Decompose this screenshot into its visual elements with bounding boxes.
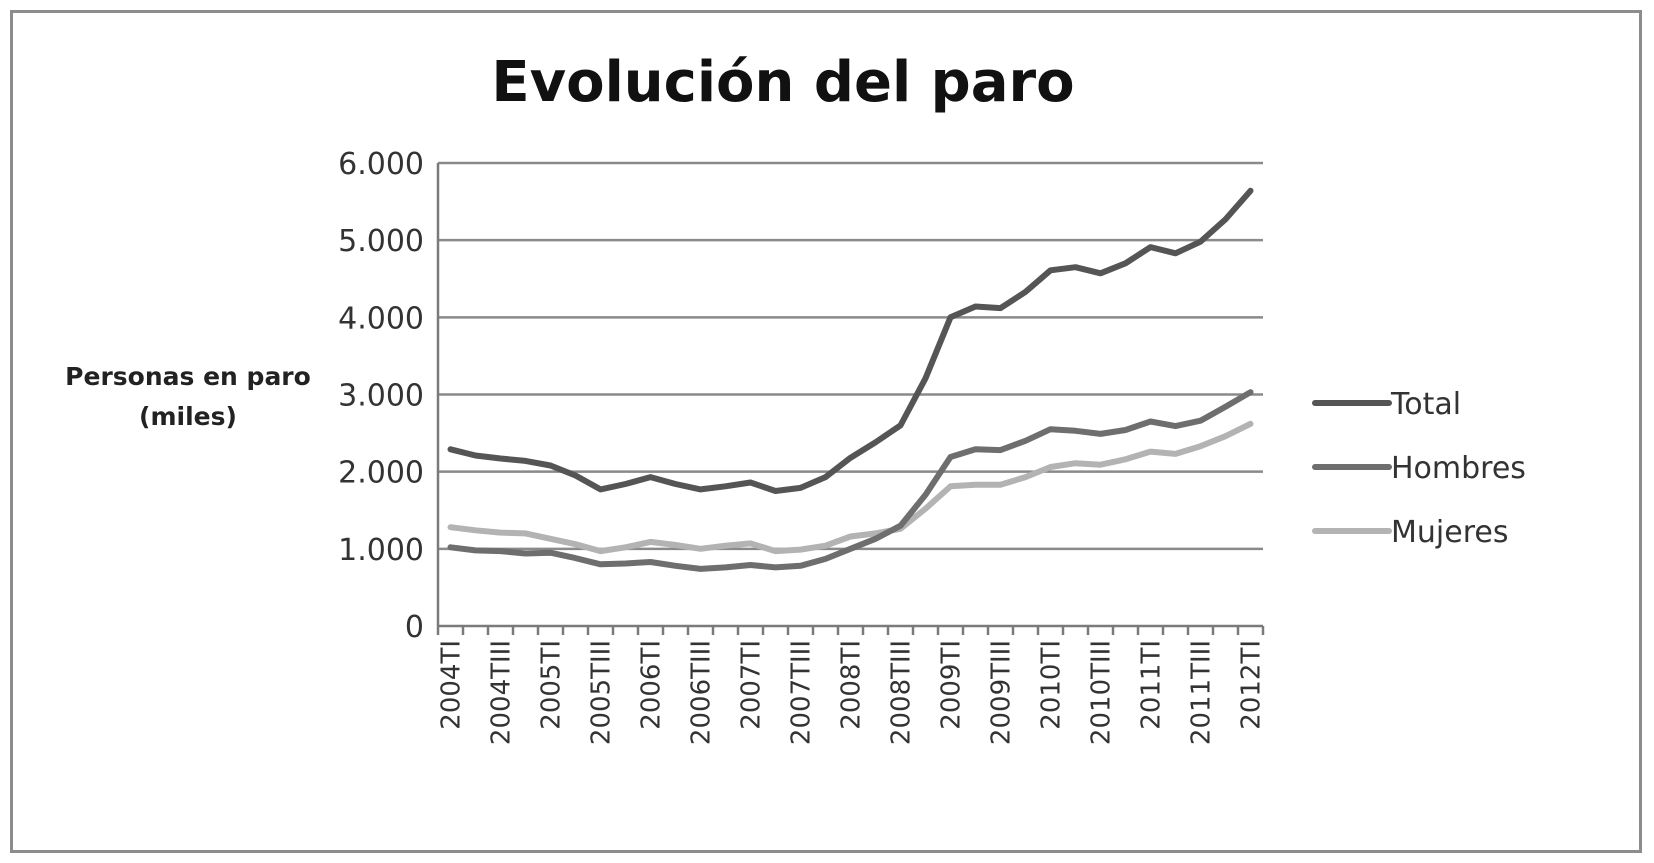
x-tick-label: 2008TI [837, 640, 867, 730]
legend-label-hombres: Hombres [1391, 451, 1526, 486]
x-tick-label: 2010TIII [1087, 640, 1117, 745]
x-tick-label: 2010TI [1037, 640, 1067, 730]
x-tick-label: 2012TI [1237, 640, 1267, 730]
series-lines [447, 187, 1254, 572]
x-tick-label: 2007TI [737, 640, 767, 730]
y-tick-label: 3.000 [338, 379, 424, 414]
x-tick-label: 2006TI [637, 640, 667, 730]
x-tick-label: 2005TIII [587, 640, 617, 745]
legend-label-mujeres: Mujeres [1391, 515, 1508, 550]
x-tick-label: 2008TIII [887, 640, 917, 745]
chart-frame: Evolución del paro Personas en paro (mil… [10, 10, 1642, 853]
y-tick-label: 0 [405, 610, 424, 645]
x-tick-label: 2009TI [937, 640, 967, 730]
chart-title: Evolución del paro [491, 50, 1074, 115]
y-tick-label: 5.000 [338, 224, 424, 259]
x-tick-label: 2009TIII [987, 640, 1017, 745]
series-line-mujeres [447, 420, 1254, 555]
line-chart: Evolución del paro Personas en paro (mil… [65, 50, 1526, 745]
legend: Total Hombres Mujeres [1312, 387, 1526, 550]
y-tick-label: 4.000 [338, 301, 424, 336]
axes [436, 163, 1265, 635]
y-tick-label: 1.000 [338, 533, 424, 568]
x-tick-label: 2004TI [437, 640, 467, 730]
y-axis-label-line-2: (miles) [139, 402, 237, 431]
x-axis-ticks: 2004TI 2004TIII 2005TI 2005TIII 2006TI 2006TI… [437, 640, 1267, 745]
y-axis-ticks: 0 1.000 2.000 3.000 4.000 5.000 6.000 [338, 147, 424, 645]
x-tick-label: 2006TIII [687, 640, 717, 745]
x-tick-label: 2007TIII [787, 640, 817, 745]
legend-label-total: Total [1390, 387, 1461, 422]
y-tick-label: 6.000 [338, 147, 424, 182]
x-tick-label: 2011TIII [1187, 640, 1217, 745]
x-tick-label: 2005TI [537, 640, 567, 730]
x-tick-label: 2004TIII [487, 640, 517, 745]
series-line-hombres [447, 389, 1254, 572]
y-tick-label: 2.000 [338, 456, 424, 491]
x-tick-label: 2011TI [1137, 640, 1167, 730]
gridlines [438, 161, 1263, 551]
series-line-total [447, 187, 1254, 494]
y-axis-label-line-1: Personas en paro [65, 362, 311, 391]
